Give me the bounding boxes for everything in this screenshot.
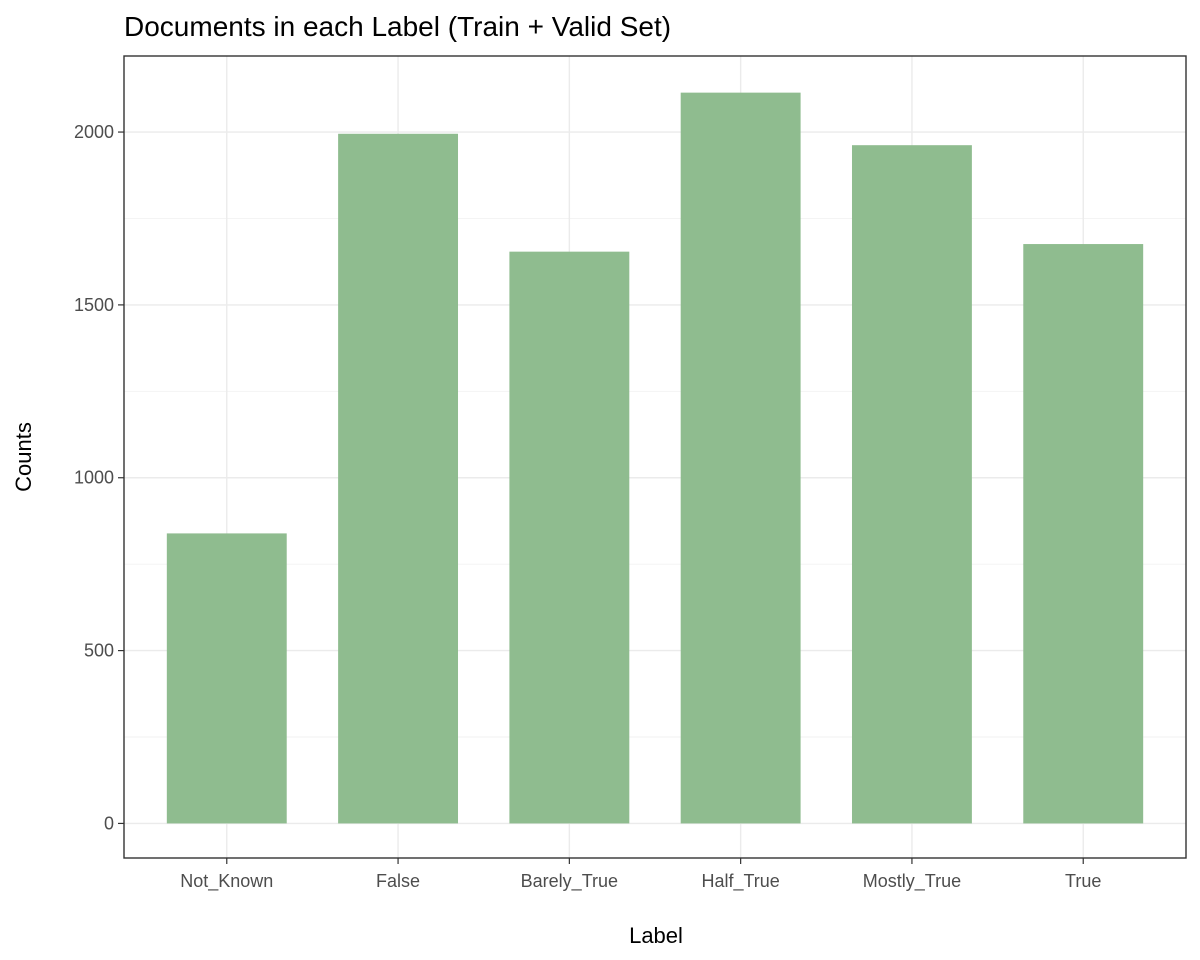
y-tick-label: 500 xyxy=(84,641,114,661)
y-tick-label: 1500 xyxy=(74,295,114,315)
y-tick-label: 1000 xyxy=(74,468,114,488)
bar-mostly-true xyxy=(851,145,972,824)
bar-not-known xyxy=(166,533,287,824)
bar-half-true xyxy=(680,92,801,824)
x-tick-label: Barely_True xyxy=(521,871,618,892)
bar-barely-true xyxy=(509,251,630,824)
bars xyxy=(166,92,1144,824)
y-axis: 0 500 1000 1500 2000 xyxy=(74,122,124,833)
x-axis-title: Label xyxy=(629,923,683,948)
x-axis: Not_Known False Barely_True Half_True Mostly… xyxy=(180,858,1101,892)
chart-title: Documents in each Label (Train + Valid S… xyxy=(124,11,671,42)
y-tick-label: 2000 xyxy=(74,122,114,142)
plot-panel-border xyxy=(123,55,1187,859)
bar-false xyxy=(338,133,459,824)
x-tick-label: False xyxy=(376,871,420,891)
x-tick-label: Not_Known xyxy=(180,871,273,892)
x-tick-label: Mostly_True xyxy=(863,871,961,892)
y-axis-title: Counts xyxy=(11,422,36,492)
y-tick-label: 0 xyxy=(104,813,114,833)
x-tick-label: True xyxy=(1065,871,1101,891)
x-tick-label: Half_True xyxy=(701,871,779,892)
bar-true xyxy=(1023,244,1144,824)
